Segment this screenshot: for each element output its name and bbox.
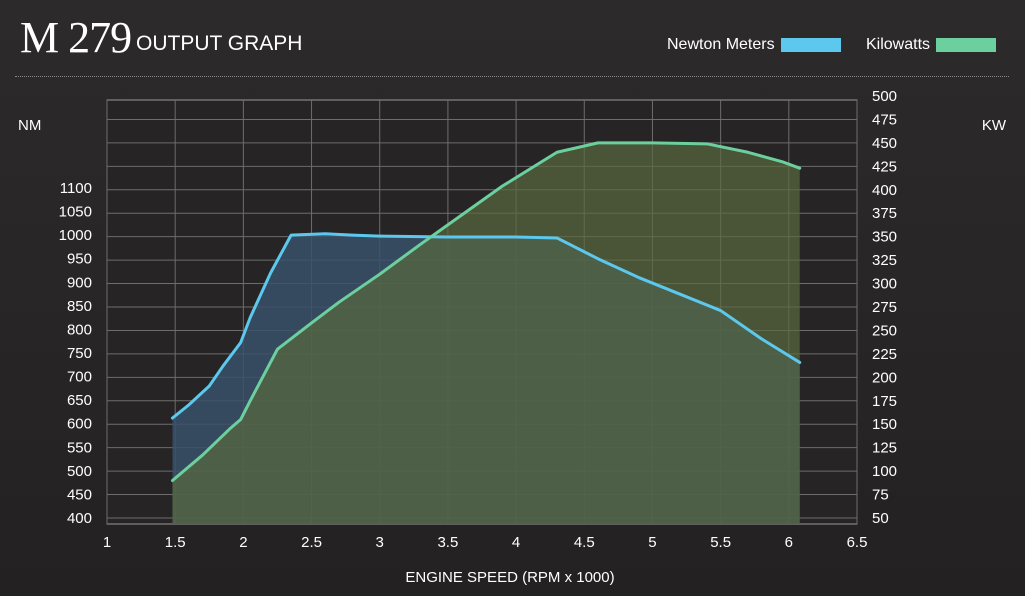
chart-subtitle: OUTPUT GRAPH [136, 32, 303, 55]
legend-label-newton-meters: Newton Meters [667, 36, 775, 53]
x-tick-label: 1 [103, 534, 111, 551]
y-right-tick-label: 75 [872, 487, 889, 504]
x-tick-label: 6 [785, 534, 793, 551]
y-left-tick-label: 700 [67, 369, 92, 386]
y-left-tick-label: 550 [67, 439, 92, 456]
y-left-tick-label: 600 [67, 416, 92, 433]
y-right-tick-label: 125 [872, 440, 897, 457]
y-right-tick-label: 275 [872, 299, 897, 316]
y-right-tick-label: 500 [872, 88, 897, 105]
x-tick-label: 3.5 [437, 534, 458, 551]
y-left-tick-label: 450 [67, 486, 92, 503]
y-right-tick-label: 150 [872, 416, 897, 433]
kilowatts-line [170, 141, 802, 482]
x-tick-label: 2.5 [301, 534, 322, 551]
x-tick-label: 5 [648, 534, 656, 551]
y-right-tick-label: 175 [872, 393, 897, 410]
legend-swatch-newton-meters [780, 38, 841, 52]
newton-meters-line [170, 232, 802, 420]
header-divider [15, 76, 1009, 77]
model-title: M 279 [20, 13, 132, 62]
right-axis-unit: KW [982, 117, 1007, 134]
y-right-tick-label: 350 [872, 229, 897, 246]
y-right-tick-label: 450 [872, 135, 897, 152]
x-tick-label: 3 [376, 534, 384, 551]
y-left-tick-label: 400 [67, 510, 92, 527]
y-right-tick-label: 425 [872, 158, 897, 175]
y-left-tick-label: 650 [67, 392, 92, 409]
legend-item-newton-meters: Newton Meters [667, 35, 841, 55]
y-left-tick-label: 750 [67, 345, 92, 362]
legend-swatch-kilowatts [936, 38, 997, 52]
y-left-tick-label: 1050 [59, 204, 92, 221]
x-tick-label: 4 [512, 534, 520, 551]
x-tick-label: 4.5 [574, 534, 595, 551]
y-right-tick-label: 225 [872, 346, 897, 363]
y-left-tick-label: 1000 [59, 227, 92, 244]
y-left-tick-label: 1100 [60, 180, 92, 197]
y-right-tick-label: 50 [872, 510, 889, 527]
y-right-tick-label: 100 [872, 463, 897, 480]
x-tick-label: 5.5 [710, 534, 731, 551]
x-tick-label: 6.5 [847, 534, 868, 551]
y-right-tick-label: 400 [872, 182, 897, 199]
y-left-tick-label: 500 [67, 463, 92, 480]
legend-label-kilowatts: Kilowatts [866, 36, 931, 53]
y-right-tick-label: 325 [872, 252, 897, 269]
y-right-tick-label: 475 [872, 111, 897, 128]
y-right-tick-label: 375 [872, 205, 897, 222]
x-axis-title: ENGINE SPEED (RPM x 1000) [405, 569, 614, 586]
series-layer [170, 141, 802, 524]
legend-item-kilowatts: Kilowatts [866, 35, 997, 55]
y-right-tick-label: 300 [872, 276, 897, 293]
x-tick-label: 2 [239, 534, 247, 551]
axes: 1 1.5 2 2.5 3 3.5 4 4.5 5 5.5 6 6.550 75 100 125 150 175… [59, 88, 897, 551]
left-axis-unit: NM [18, 117, 41, 134]
y-left-tick-label: 900 [67, 274, 92, 291]
y-left-tick-label: 950 [67, 251, 92, 268]
kilowatts-area [172, 142, 800, 524]
x-tick-label: 1.5 [165, 534, 186, 551]
y-right-tick-label: 200 [872, 369, 897, 386]
y-left-tick-label: 800 [67, 321, 92, 338]
y-left-tick-label: 850 [67, 298, 92, 315]
y-right-tick-label: 250 [872, 322, 897, 339]
